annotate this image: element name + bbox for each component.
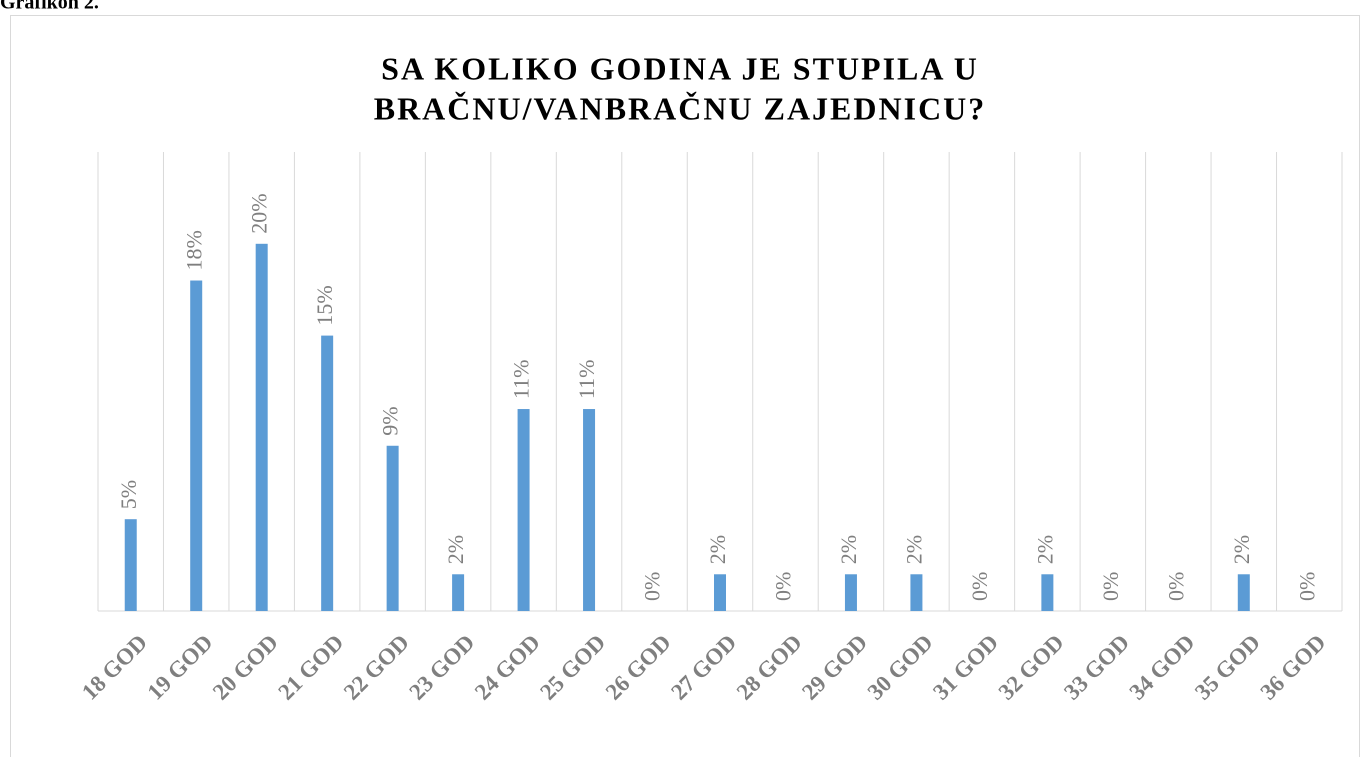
chart-title: SA KOLIKO GODINA JE STUPILA U	[381, 50, 979, 86]
data-label: 2%	[836, 535, 861, 564]
caption: Grafikon 2.	[0, 0, 99, 14]
data-label: 20%	[247, 193, 272, 233]
data-label: 5%	[116, 480, 141, 509]
data-label: 9%	[378, 406, 403, 435]
chart-title: BRAČNU/VANBRAČNU ZAJEDNICU?	[374, 90, 987, 126]
data-label: 2%	[705, 535, 730, 564]
bar	[1041, 574, 1054, 611]
data-label: 18%	[181, 230, 206, 270]
data-label: 2%	[1032, 535, 1057, 564]
bar	[714, 574, 726, 611]
data-label: 2%	[443, 535, 468, 564]
data-label: 0%	[967, 572, 992, 601]
bar	[124, 519, 137, 611]
bar	[517, 409, 530, 611]
data-label: 0%	[640, 572, 665, 601]
bar	[321, 335, 334, 611]
data-label: 0%	[1294, 572, 1319, 601]
bar	[844, 574, 857, 611]
data-label: 15%	[312, 285, 337, 325]
data-label: 0%	[771, 572, 796, 601]
data-label: 11%	[509, 360, 534, 400]
bar	[190, 280, 203, 611]
bar	[452, 574, 465, 611]
bar	[910, 574, 923, 611]
data-label: 0%	[1163, 572, 1188, 601]
data-label: 2%	[901, 535, 926, 564]
data-label: 0%	[1098, 572, 1123, 601]
bar	[255, 243, 268, 612]
bar	[1237, 574, 1250, 611]
bar	[583, 409, 596, 611]
data-label: 11%	[574, 360, 599, 400]
data-label: 2%	[1229, 535, 1254, 564]
chart-border	[10, 15, 1360, 757]
bar	[386, 445, 399, 611]
